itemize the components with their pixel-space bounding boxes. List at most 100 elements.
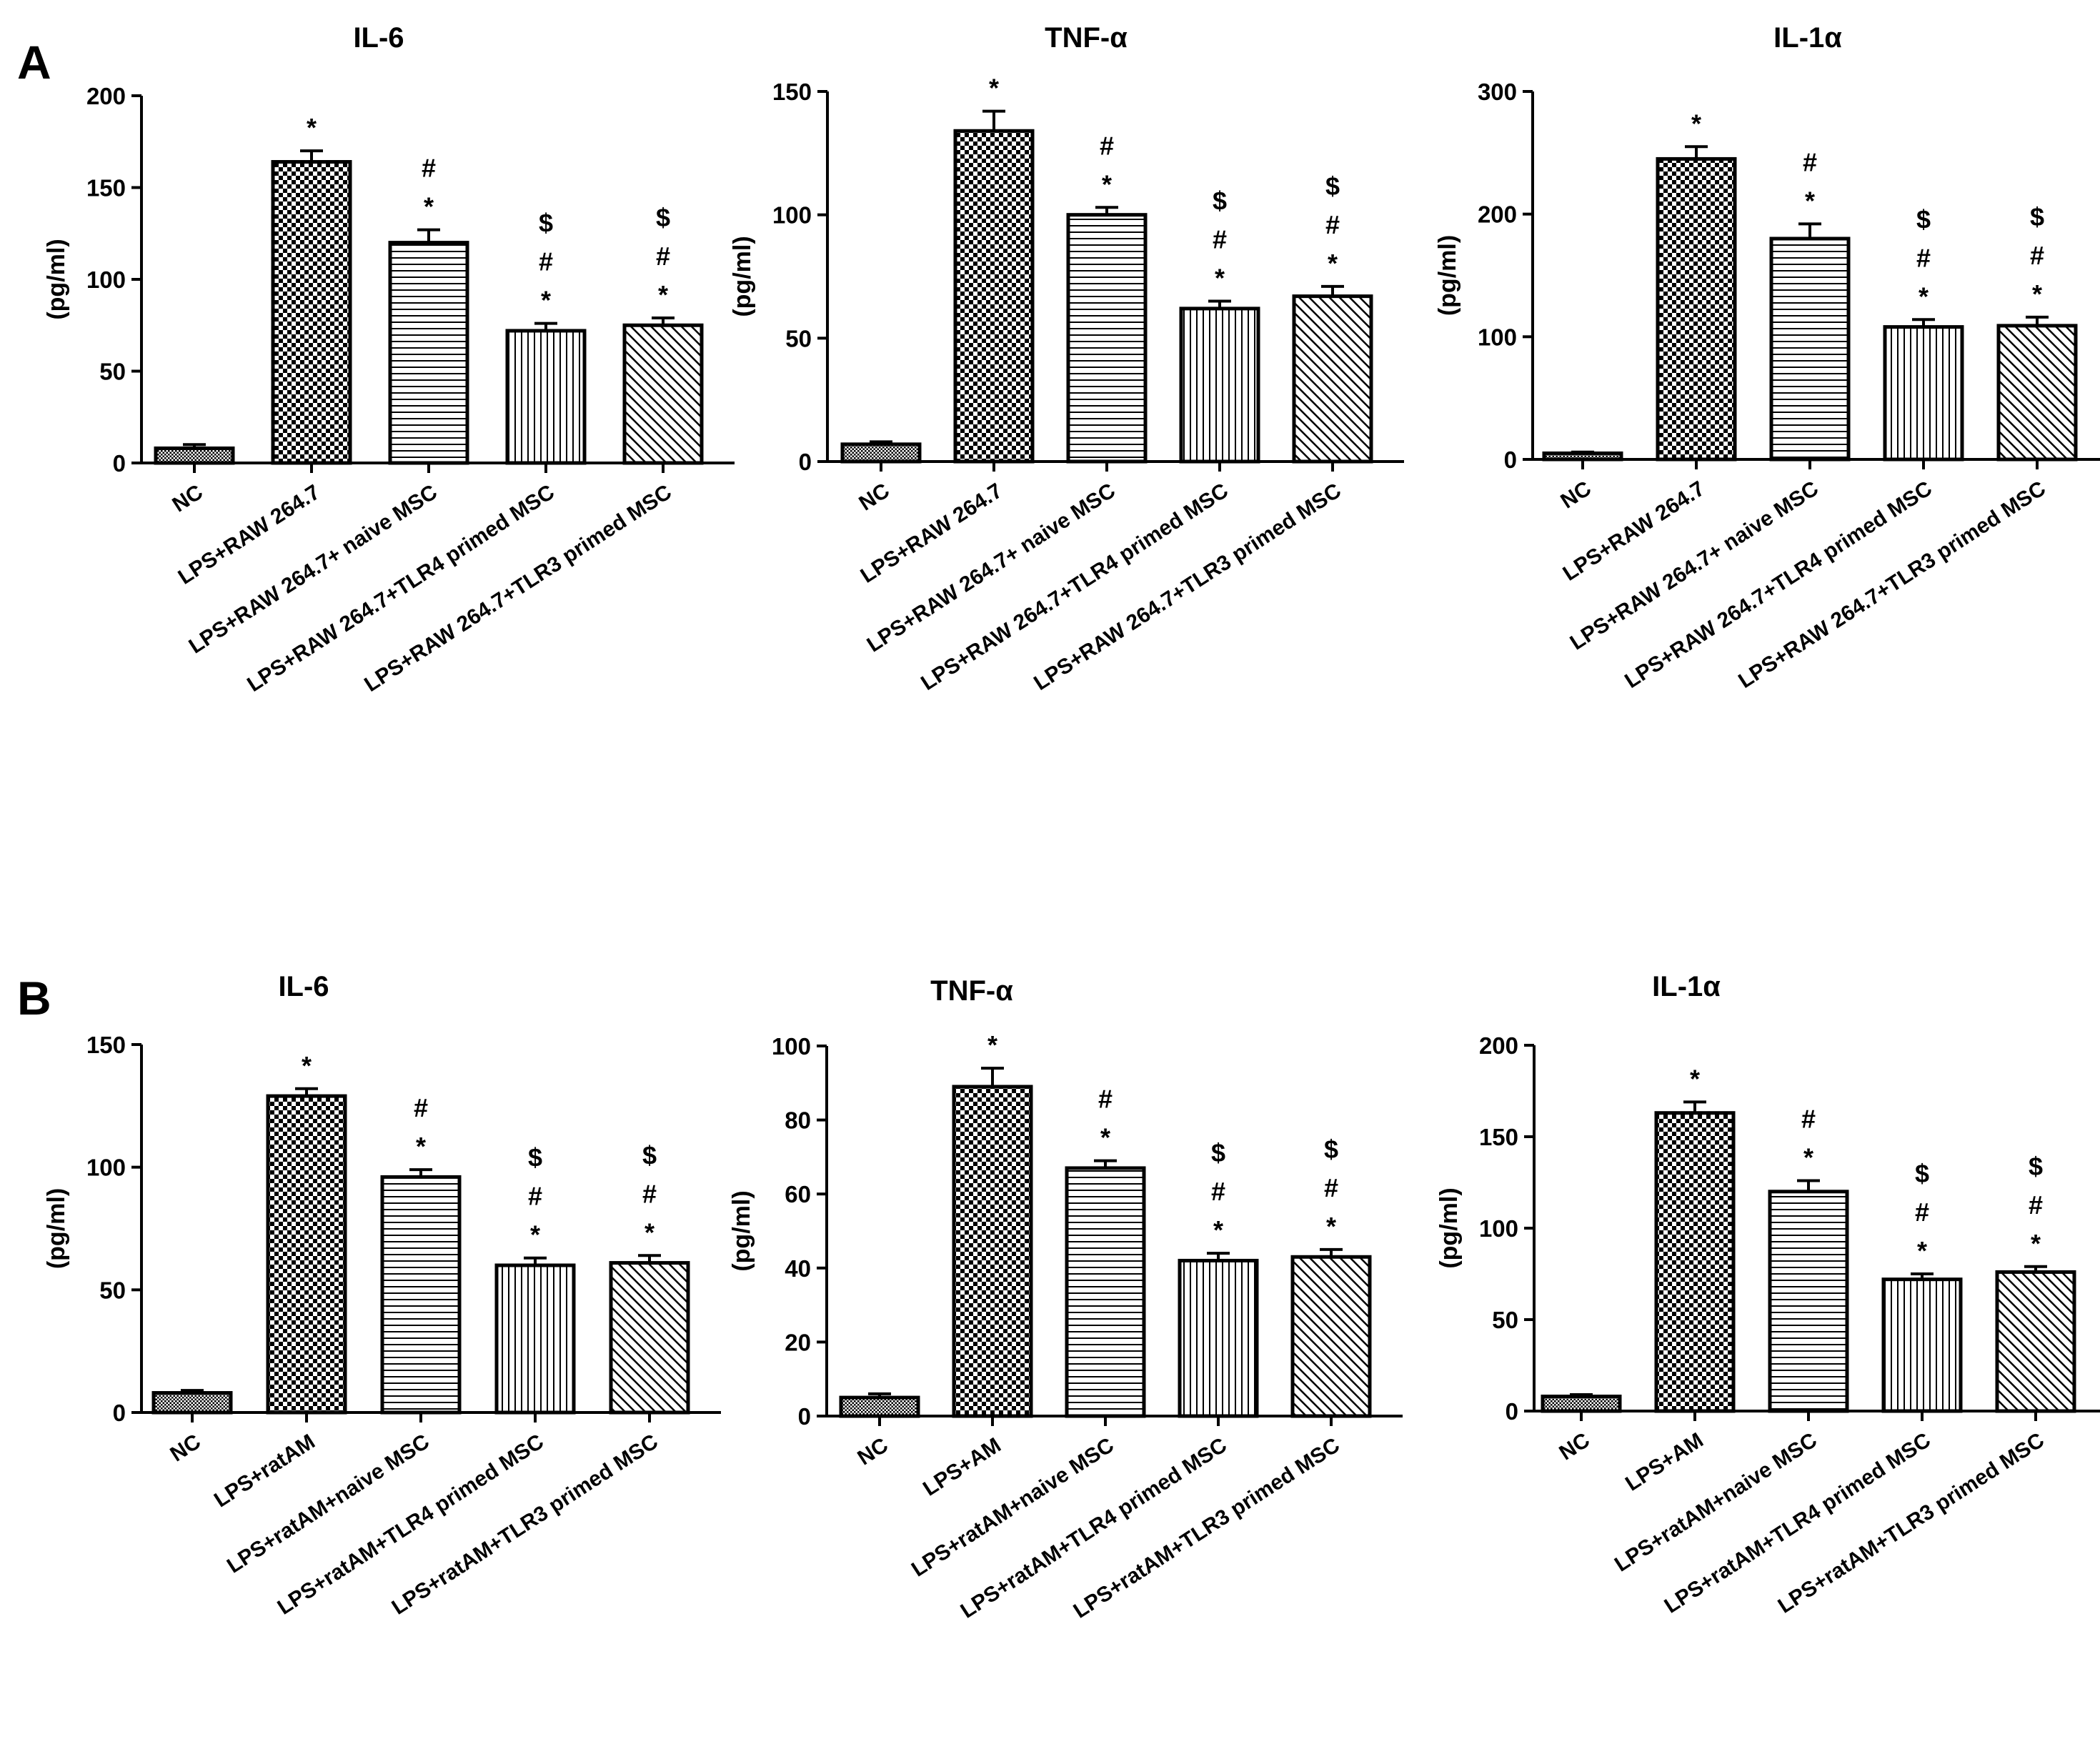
significance-marker: * [424,192,434,221]
significance-marker: * [1917,1236,1927,1265]
bar [1179,307,1260,464]
significance-marker: # [1100,131,1114,160]
bar [953,129,1035,464]
significance-marker: * [1805,186,1815,215]
y-tick-label: 50 [1492,1307,1518,1333]
significance-marker: * [2032,279,2042,309]
bar [1768,1190,1849,1413]
bar [388,241,469,465]
significance-marker: $ [1915,1159,1929,1188]
significance-marker: $ [2030,202,2044,231]
significance-marker: $ [1211,1138,1225,1167]
x-category-label: LPS+AM [1621,1428,1708,1495]
bar [1654,1111,1736,1413]
significance-marker: * [416,1132,426,1161]
significance-marker: # [539,247,553,276]
chart-b-il1: IL-1α (pg/ml) 0 50 100 150 200 NC * LPS+AM # * LPS+r… [1435,971,2100,1618]
bar [1881,1277,1963,1413]
x-category-label: LPS+ratAM+naive MSC [223,1430,434,1578]
significance-marker: $ [1916,204,1931,234]
significance-marker: # [2030,241,2044,270]
significance-marker: * [1215,264,1225,293]
significance-marker: * [2031,1229,2041,1258]
significance-marker: # [1213,225,1227,254]
significance-marker: # [1324,1173,1338,1202]
y-tick-label: 0 [1504,447,1517,473]
bar [1542,451,1623,462]
significance-marker: $ [539,209,553,238]
significance-marker: $ [1213,186,1227,216]
panel-label-a: A [17,36,51,89]
bar [1178,1258,1259,1418]
significance-marker: * [302,1051,312,1080]
bar [1996,324,2078,462]
y-tick-label: 20 [785,1329,811,1355]
chart-b-il6: IL-6 (pg/ml) 0 50 100 150 NC * LPS+ratAM # * LPS+ra… [43,971,721,1620]
significance-marker: # [1803,147,1817,176]
y-tick-label: 0 [798,1403,811,1430]
bar [154,446,235,465]
bar [380,1175,462,1415]
chart-title: IL-6 [278,971,329,1002]
significance-marker: * [1691,109,1701,138]
y-tick-label: 100 [772,202,812,229]
y-axis-label: (pg/ml) [1435,1187,1463,1268]
y-tick-label: 100 [86,1155,126,1181]
y-tick-label: 150 [86,1032,126,1058]
significance-marker: * [658,280,668,309]
significance-marker: $ [1325,171,1340,201]
significance-marker: # [528,1182,542,1211]
y-tick-label: 300 [1478,79,1517,105]
y-tick-label: 100 [772,1033,811,1060]
bar [1066,213,1148,464]
y-tick-label: 200 [86,83,126,109]
significance-marker: # [1211,1177,1225,1206]
significance-marker: * [1690,1064,1700,1093]
significance-marker: # [1325,210,1340,239]
bar [505,329,587,465]
bar [622,323,704,465]
bar [1656,156,1737,462]
y-tick-label: 0 [799,449,812,475]
significance-marker: * [1100,1123,1110,1152]
chart-title: IL-1α [1652,971,1721,1002]
x-category-label: LPS+ratAM [210,1430,319,1512]
x-category-label: NC [1555,1428,1593,1465]
y-tick-label: 40 [785,1255,811,1282]
x-category-label: NC [855,479,893,515]
significance-marker: * [530,1220,540,1250]
significance-marker: * [1102,169,1112,199]
x-category-label: NC [1556,477,1595,513]
y-axis-label: (pg/ml) [43,1188,70,1269]
x-category-label: NC [166,1430,204,1466]
y-tick-label: 50 [99,359,126,385]
y-axis-label: (pg/ml) [43,239,70,319]
significance-marker: # [642,1179,657,1208]
y-axis-label: (pg/ml) [728,1190,755,1271]
y-tick-label: 50 [785,325,812,352]
y-tick-label: 0 [113,450,126,477]
significance-marker: $ [656,203,670,232]
significance-marker: * [645,1217,655,1247]
y-tick-label: 200 [1478,201,1517,228]
y-tick-label: 200 [1479,1032,1518,1059]
bar [494,1263,576,1415]
y-axis-label: (pg/ml) [729,236,756,317]
bar [1769,236,1851,462]
y-tick-label: 50 [99,1277,126,1303]
x-category-label: LPS+ratAM+naive MSC [1611,1428,1821,1576]
x-category-label: NC [168,480,206,517]
bar [1995,1270,2076,1413]
chart-title: TNF-α [1045,22,1128,54]
significance-marker: $ [1324,1135,1338,1164]
y-tick-label: 0 [1506,1398,1518,1425]
panel-label-b: B [17,972,51,1025]
significance-marker: # [1801,1104,1816,1133]
significance-marker: # [422,154,436,183]
chart-b-tnf: TNF-α (pg/ml) 0 20 40 60 80 100 NC * LPS+AM # * LPS+r… [728,975,1403,1623]
x-category-label: LPS+AM [919,1433,1005,1500]
significance-marker: * [1326,1212,1336,1241]
